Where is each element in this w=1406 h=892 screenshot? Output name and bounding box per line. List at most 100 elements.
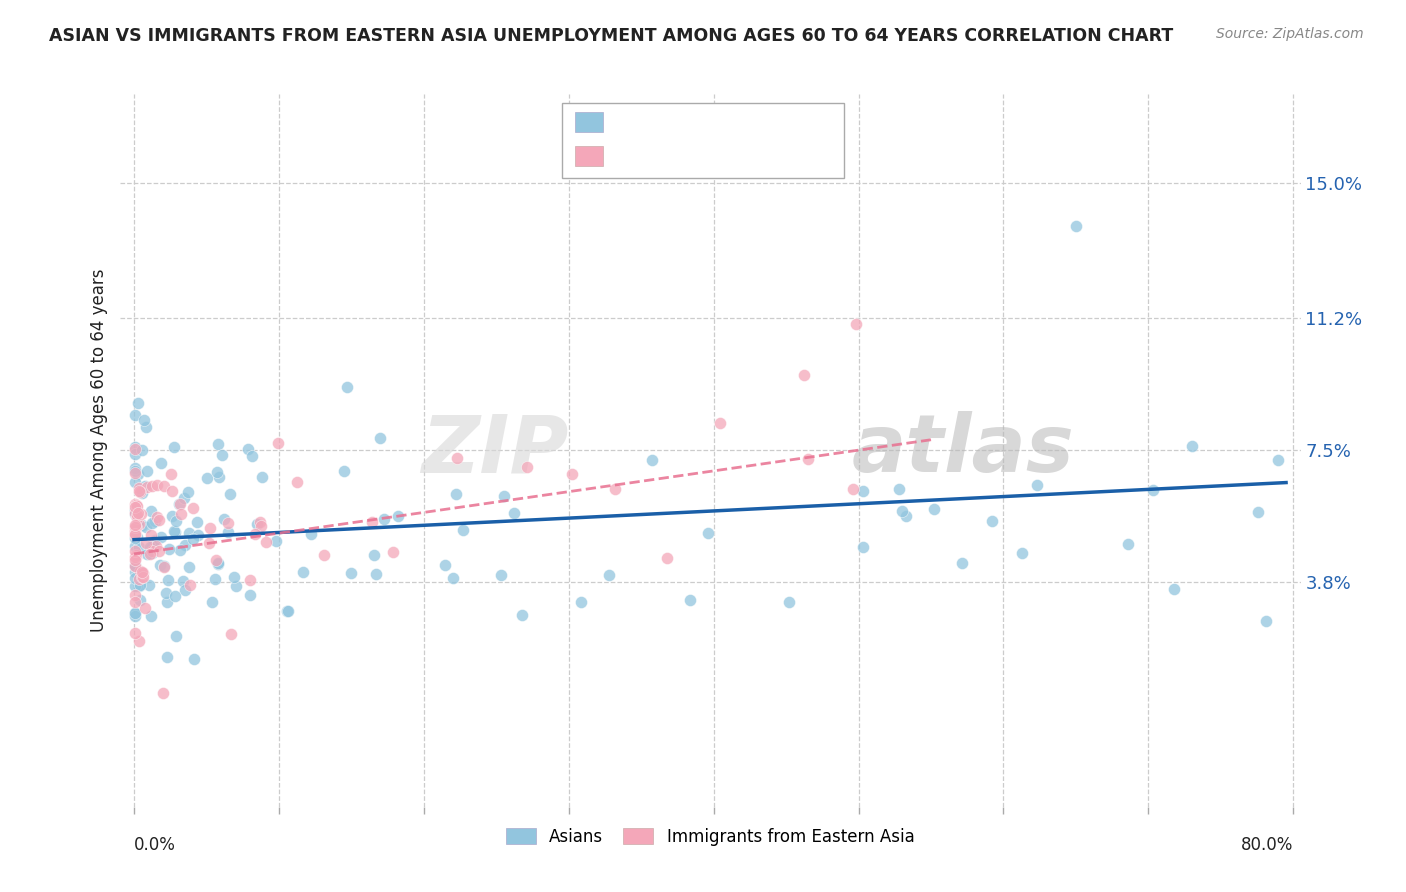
Asians	[1026, 478, 1049, 492]
Immigrants from Eastern Asia	[160, 467, 183, 482]
Asians	[134, 478, 156, 492]
Immigrants from Eastern Asia	[842, 482, 865, 496]
Immigrants from Eastern Asia	[124, 625, 146, 640]
Immigrants from Eastern Asia	[152, 686, 174, 700]
Text: ASIAN VS IMMIGRANTS FROM EASTERN ASIA UNEMPLOYMENT AMONG AGES 60 TO 64 YEARS COR: ASIAN VS IMMIGRANTS FROM EASTERN ASIA UN…	[49, 27, 1174, 45]
Asians	[131, 486, 153, 500]
Immigrants from Eastern Asia	[124, 553, 146, 567]
Immigrants from Eastern Asia	[793, 368, 815, 382]
Immigrants from Eastern Asia	[128, 483, 150, 498]
Immigrants from Eastern Asia	[561, 467, 583, 481]
Immigrants from Eastern Asia	[148, 543, 170, 558]
Asians	[136, 464, 159, 478]
Asians	[340, 566, 363, 580]
Immigrants from Eastern Asia	[153, 479, 176, 493]
Immigrants from Eastern Asia	[169, 497, 191, 511]
Asians	[510, 607, 533, 622]
Immigrants from Eastern Asia	[128, 481, 150, 495]
Asians	[451, 523, 474, 537]
Asians	[211, 448, 233, 462]
Immigrants from Eastern Asia	[134, 601, 156, 615]
Immigrants from Eastern Asia	[285, 475, 308, 490]
Asians	[641, 452, 664, 467]
Immigrants from Eastern Asia	[124, 550, 146, 565]
Asians	[156, 595, 179, 609]
Immigrants from Eastern Asia	[124, 442, 146, 456]
Immigrants from Eastern Asia	[249, 515, 271, 529]
Asians	[204, 572, 226, 586]
Asians	[368, 431, 391, 445]
Immigrants from Eastern Asia	[131, 565, 153, 579]
Asians	[333, 464, 356, 478]
Asians	[124, 475, 146, 489]
Asians	[177, 525, 200, 540]
Asians	[981, 515, 1004, 529]
Immigrants from Eastern Asia	[219, 627, 242, 641]
Asians	[124, 606, 146, 620]
Immigrants from Eastern Asia	[141, 479, 163, 493]
Asians	[336, 380, 359, 394]
Immigrants from Eastern Asia	[136, 479, 159, 493]
Asians	[149, 558, 172, 572]
Asians	[201, 595, 224, 609]
Immigrants from Eastern Asia	[124, 527, 146, 541]
Asians	[222, 570, 245, 584]
Asians	[124, 409, 146, 423]
Asians	[264, 534, 287, 549]
Asians	[890, 504, 912, 518]
Asians	[124, 571, 146, 585]
Text: 139: 139	[728, 113, 766, 131]
Asians	[441, 571, 464, 585]
Asians	[492, 489, 515, 503]
Immigrants from Eastern Asia	[160, 484, 183, 499]
Asians	[124, 464, 146, 478]
Asians	[145, 514, 167, 528]
Asians	[503, 506, 526, 520]
Asians	[127, 467, 149, 481]
Asians	[165, 629, 187, 643]
Immigrants from Eastern Asia	[131, 570, 153, 584]
Immigrants from Eastern Asia	[135, 536, 157, 550]
Text: 0.0%: 0.0%	[134, 836, 176, 854]
Asians	[128, 579, 150, 593]
Immigrants from Eastern Asia	[179, 578, 201, 592]
Asians	[207, 436, 229, 450]
Immigrants from Eastern Asia	[124, 524, 146, 539]
Asians	[169, 497, 191, 511]
Text: 80.0%: 80.0%	[1241, 836, 1294, 854]
Asians	[163, 524, 186, 539]
Immigrants from Eastern Asia	[709, 416, 731, 430]
Asians	[163, 589, 186, 603]
Text: Source: ZipAtlas.com: Source: ZipAtlas.com	[1216, 27, 1364, 41]
Asians	[852, 484, 875, 499]
Asians	[172, 574, 194, 588]
Asians	[128, 593, 150, 607]
Immigrants from Eastern Asia	[125, 511, 148, 525]
Asians	[131, 443, 153, 458]
Asians	[1163, 582, 1185, 597]
Asians	[387, 508, 409, 523]
Text: R =: R =	[609, 113, 648, 131]
Asians	[165, 514, 187, 528]
Text: ZIP: ZIP	[420, 411, 568, 490]
Asians	[156, 649, 179, 664]
Immigrants from Eastern Asia	[605, 482, 627, 496]
Asians	[491, 567, 513, 582]
Asians	[291, 566, 314, 580]
Asians	[236, 442, 259, 456]
Asians	[124, 508, 146, 522]
Asians	[155, 585, 177, 599]
Asians	[922, 502, 945, 516]
Immigrants from Eastern Asia	[127, 506, 149, 520]
Immigrants from Eastern Asia	[146, 478, 169, 492]
Immigrants from Eastern Asia	[516, 460, 538, 475]
Asians	[887, 483, 910, 497]
Immigrants from Eastern Asia	[382, 545, 405, 559]
Asians	[138, 578, 160, 592]
Asians	[149, 531, 172, 545]
Immigrants from Eastern Asia	[360, 515, 382, 529]
Immigrants from Eastern Asia	[148, 513, 170, 527]
Asians	[162, 524, 184, 538]
Asians	[135, 520, 157, 534]
Asians	[129, 577, 152, 591]
